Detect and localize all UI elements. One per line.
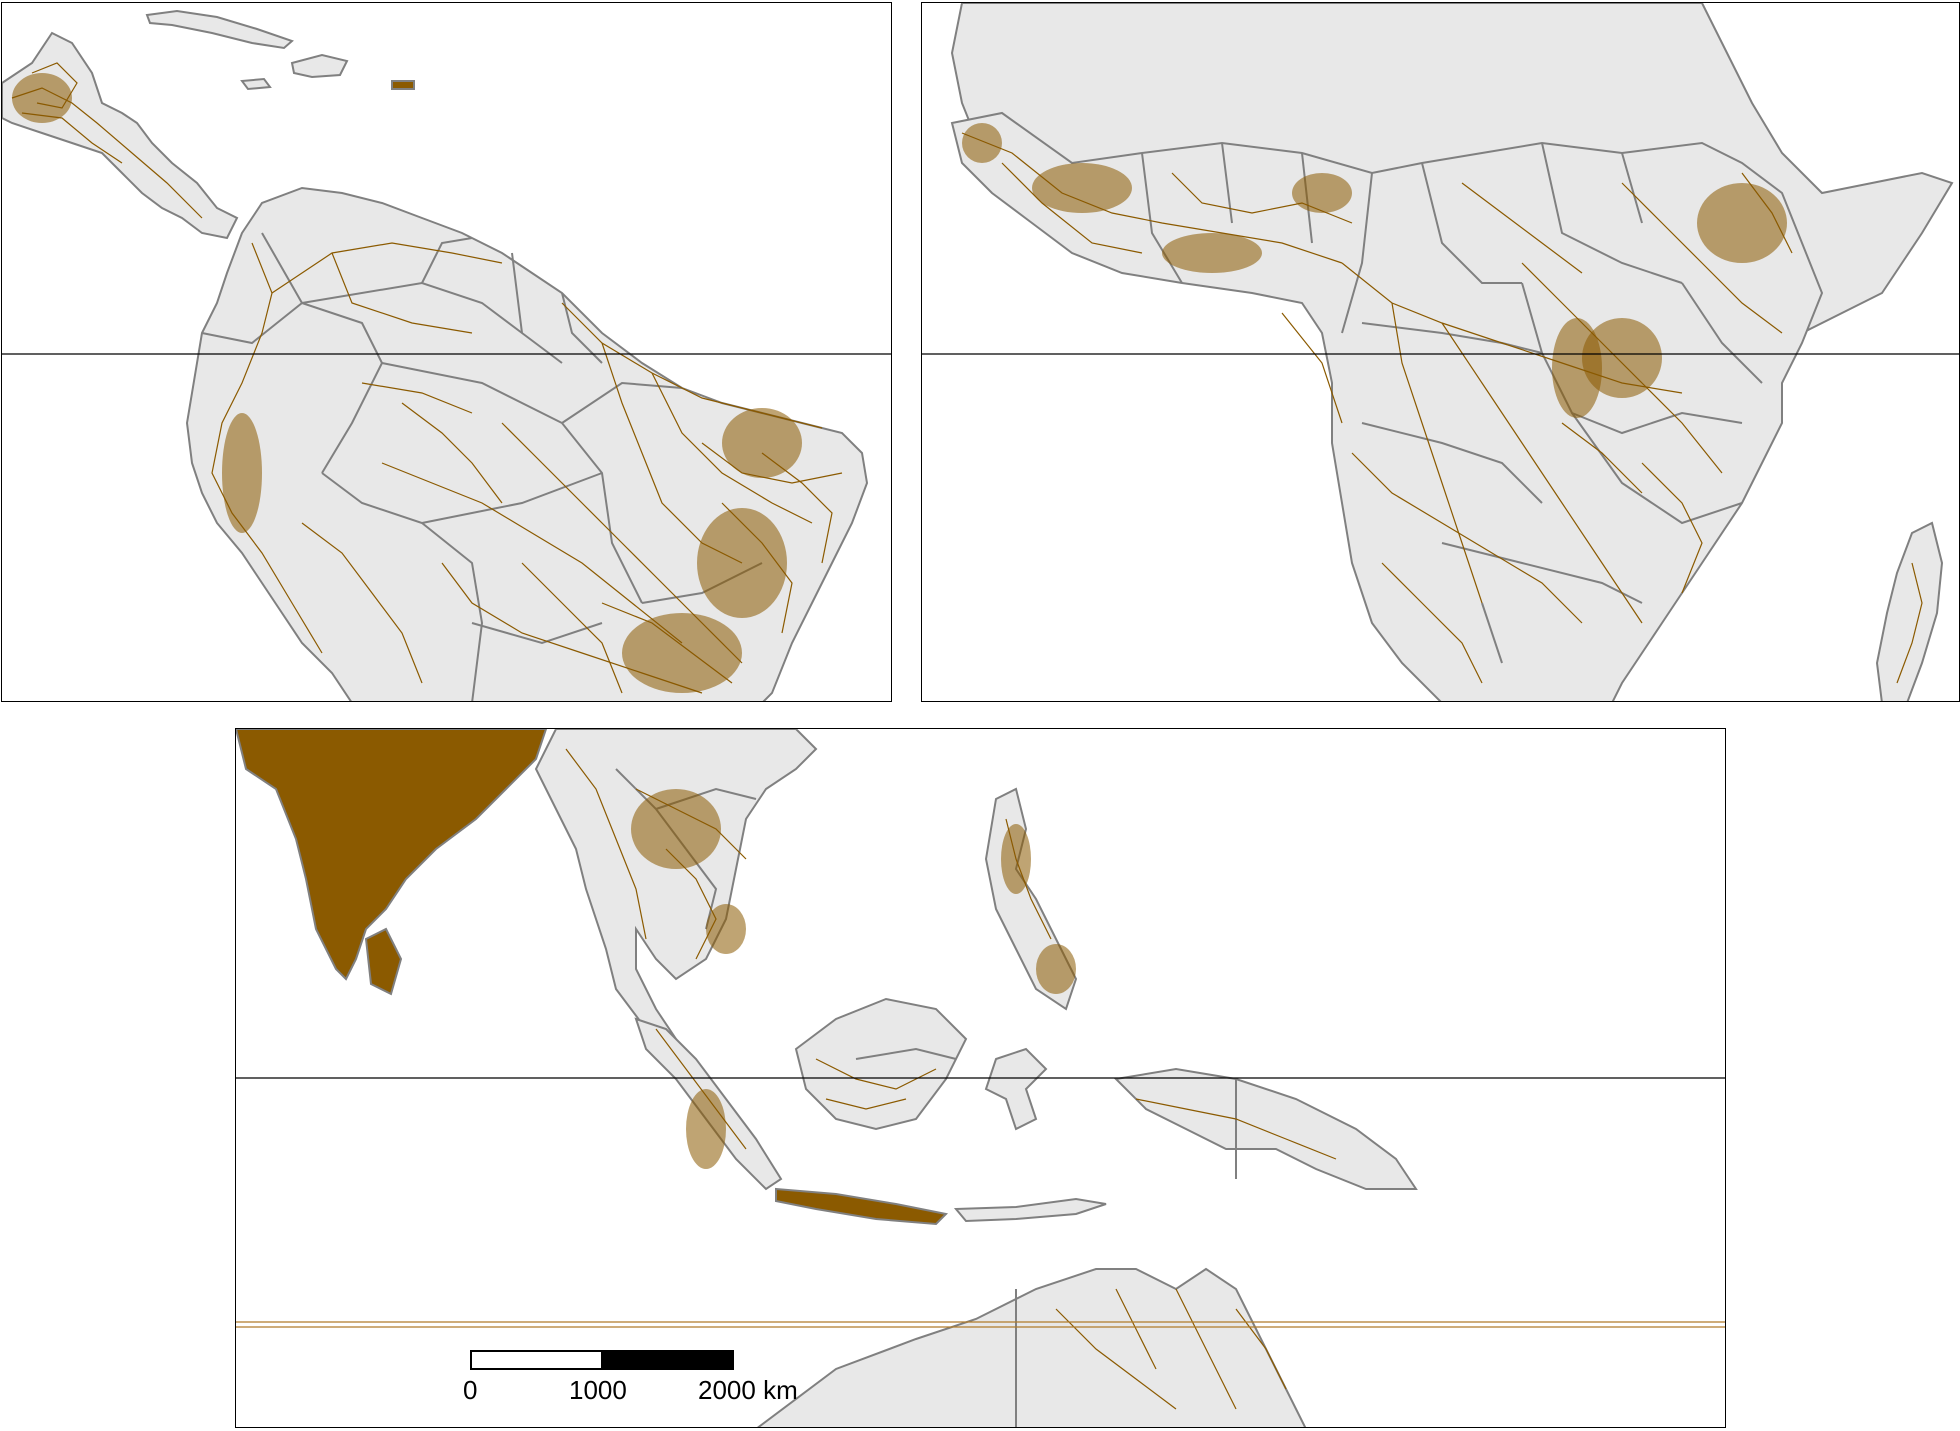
- land-cuba: [145, 9, 294, 50]
- road-network-africa: [961, 132, 1923, 684]
- land-jamaica: [240, 77, 272, 91]
- country-borders-latin-america: [201, 232, 763, 701]
- latin-america-map: [2, 9, 891, 701]
- map-panel-asia-pacific: 0 1000 2000 km: [235, 728, 1726, 1428]
- dense-road-clusters-latin-america: [12, 73, 802, 693]
- land-borneo: [794, 997, 968, 1131]
- land-java: [775, 1187, 949, 1226]
- scale-bar: 0 1000 2000 km: [463, 1349, 798, 1419]
- africa-map: [922, 3, 1959, 701]
- scale-bar-segment-black: [601, 1350, 734, 1370]
- scale-label-2000: 2000 km: [698, 1375, 798, 1405]
- map-panel-africa: [921, 2, 1960, 702]
- land-australia: [757, 1267, 1307, 1427]
- land-hispaniola: [290, 53, 349, 79]
- land-central-america: [2, 31, 239, 240]
- scale-label-0: 0: [463, 1375, 478, 1405]
- scale-label-1000: 1000: [569, 1375, 627, 1405]
- map-panel-latin-america: [1, 2, 892, 702]
- dense-road-clusters-africa: [962, 123, 1787, 418]
- dense-road-clusters-asia-pacific: [631, 789, 1076, 1169]
- scale-bar-segment-white: [470, 1350, 603, 1370]
- land-madagascar: [1875, 521, 1944, 701]
- asia-pacific-map: [236, 729, 1725, 1427]
- land-new-guinea: [1113, 1067, 1418, 1190]
- land-southeast-asia-mainland: [534, 729, 818, 1041]
- land-india: [236, 729, 548, 981]
- land-puerto-rico: [391, 80, 415, 90]
- land-lesser-sunda: [953, 1197, 1107, 1223]
- land-sri-lanka: [364, 927, 403, 996]
- land-sulawesi: [984, 1047, 1048, 1131]
- scale-bar-graphic: [470, 1350, 734, 1370]
